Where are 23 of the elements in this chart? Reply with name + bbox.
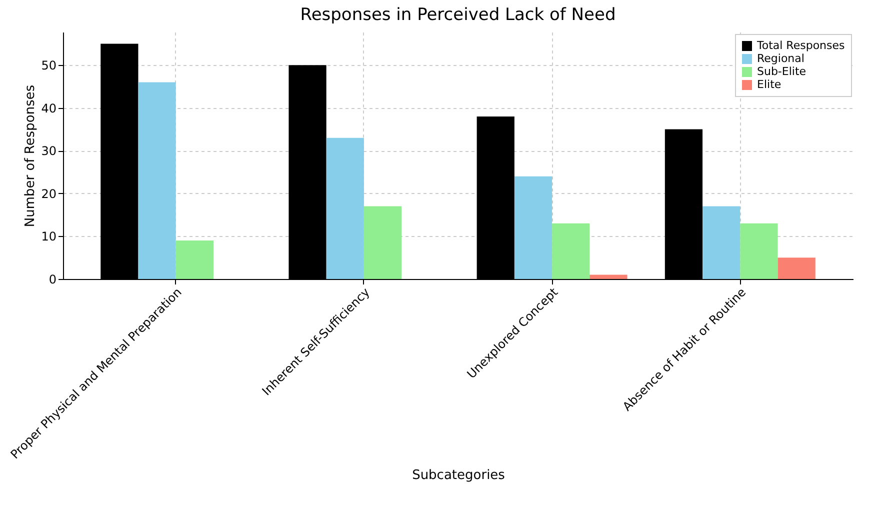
bar xyxy=(514,176,552,279)
y-tick-label: 20 xyxy=(41,186,56,201)
y-tick-label: 0 xyxy=(48,272,56,286)
y-tick-label: 50 xyxy=(41,58,56,73)
legend-label: Elite xyxy=(757,78,782,91)
bar xyxy=(326,138,364,279)
bar xyxy=(138,82,176,279)
bar xyxy=(740,223,778,279)
bar xyxy=(702,206,740,279)
y-axis-title: Number of Responses xyxy=(23,84,38,228)
bar xyxy=(778,258,816,279)
x-axis-title: Subcategories xyxy=(412,468,506,483)
y-tick-label: 10 xyxy=(41,230,56,244)
legend-label: Regional xyxy=(757,52,804,65)
bar xyxy=(590,274,628,279)
bar xyxy=(364,206,402,279)
bar xyxy=(176,240,214,279)
legend-label: Sub-Elite xyxy=(757,65,806,78)
y-tick-label: 40 xyxy=(41,101,56,116)
legend-label: Total Responses xyxy=(756,39,846,52)
y-tick-label: 30 xyxy=(41,144,56,158)
chart-title: Responses in Perceived Lack of Need xyxy=(300,5,616,25)
bar xyxy=(552,223,590,279)
